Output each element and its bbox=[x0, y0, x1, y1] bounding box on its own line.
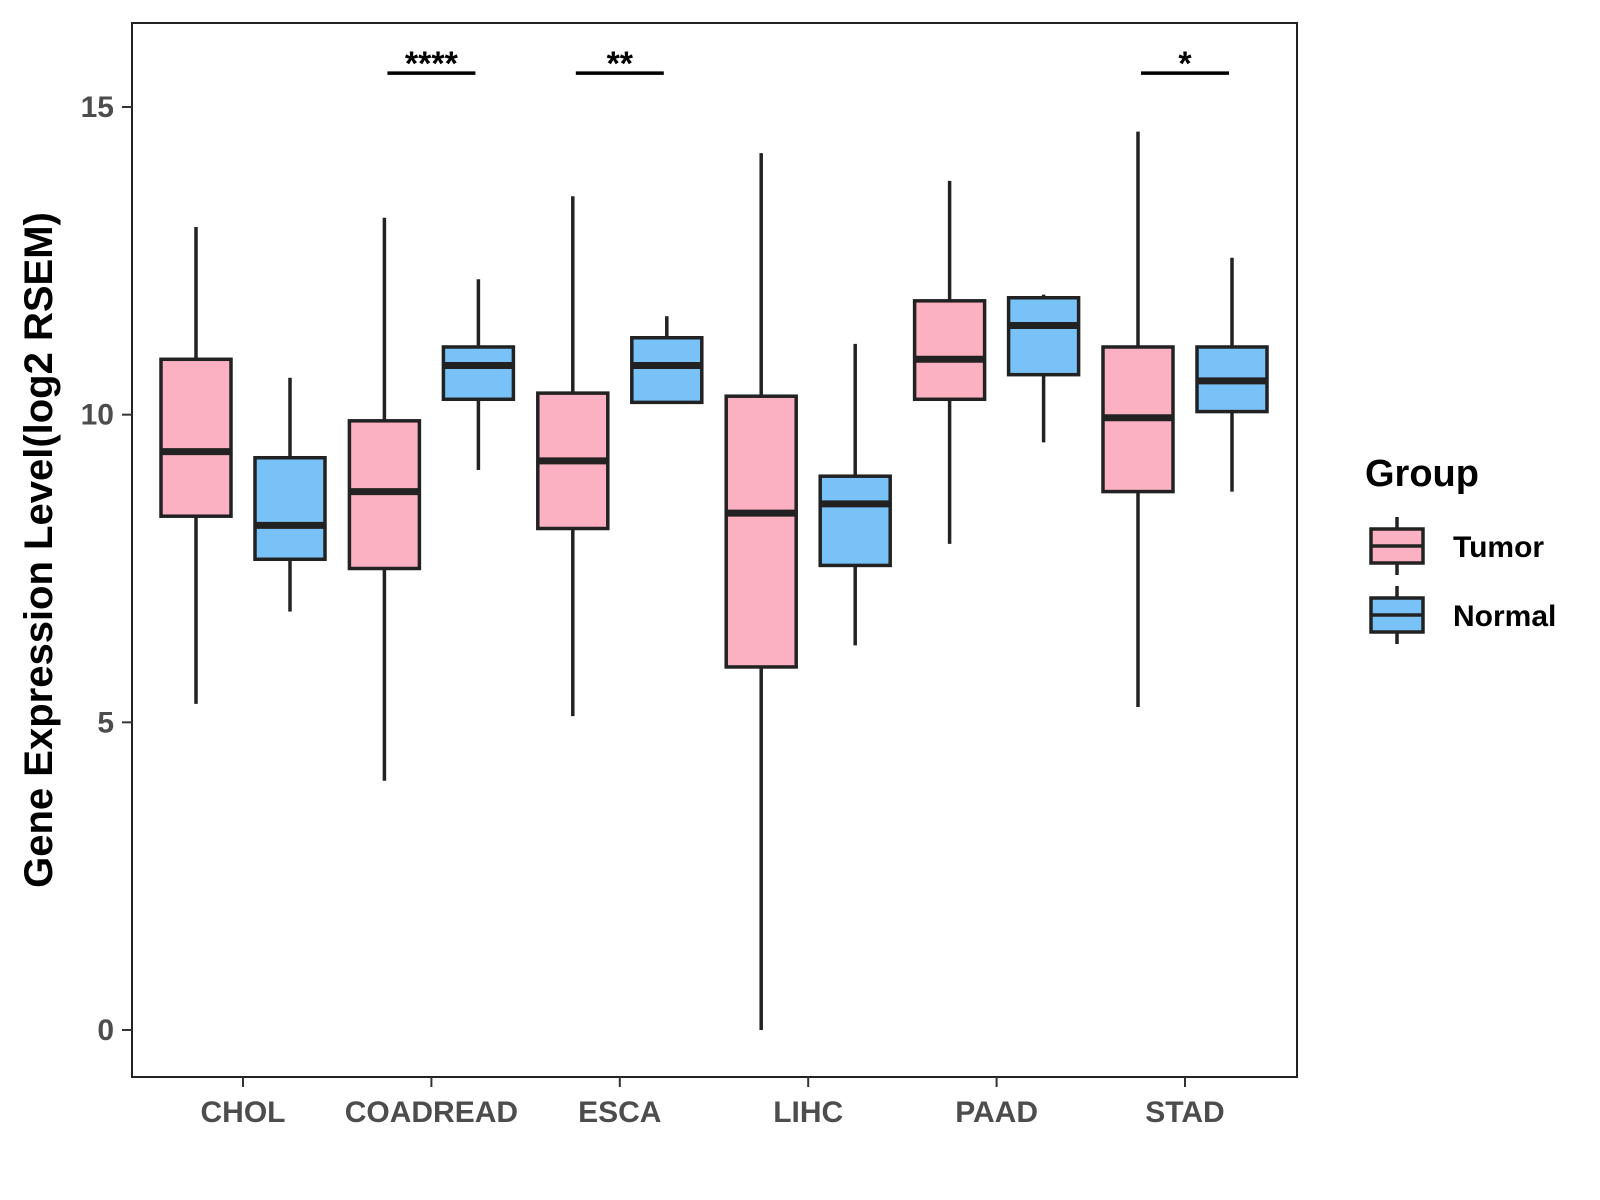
x-tick-label: LIHC bbox=[773, 1096, 843, 1129]
box-tumor-coadread bbox=[347, 217, 422, 781]
box-iqr bbox=[912, 299, 987, 402]
x-tick-label: ESCA bbox=[578, 1096, 661, 1129]
x-tick-label: PAAD bbox=[955, 1096, 1038, 1129]
legend-title: Group bbox=[1365, 453, 1479, 495]
significance-label: **** bbox=[405, 45, 459, 83]
box-iqr bbox=[253, 455, 327, 562]
box-iqr bbox=[818, 474, 892, 568]
box-tumor-esca bbox=[536, 196, 610, 717]
significance-label: ** bbox=[607, 45, 634, 83]
x-tick-label: COADREAD bbox=[345, 1096, 518, 1129]
box-iqr bbox=[630, 336, 704, 405]
x-tick-label: CHOL bbox=[201, 1096, 286, 1129]
x-axis: CHOL COADREAD ESCA LIHC PAAD STAD bbox=[201, 1077, 1225, 1129]
legend: Group Tumor Normal bbox=[1365, 453, 1556, 644]
box-series bbox=[159, 131, 1269, 1030]
box-tumor-chol bbox=[159, 226, 233, 704]
y-tick-label: 15 bbox=[81, 91, 114, 124]
y-axis: 0 5 10 15 bbox=[81, 91, 132, 1047]
y-tick-label: 10 bbox=[81, 399, 114, 432]
box-tumor-lihc bbox=[724, 153, 798, 1030]
box-normal-chol bbox=[253, 377, 327, 612]
box-iqr bbox=[1006, 296, 1081, 377]
significance-annotations: **** ** * bbox=[387, 45, 1229, 83]
box-iqr bbox=[441, 345, 516, 402]
legend-item-tumor: Tumor bbox=[1369, 517, 1544, 575]
y-axis-title: Gene Expression Level(log2 RSEM) bbox=[17, 212, 61, 888]
box-normal-coadread bbox=[441, 279, 516, 471]
box-tumor-paad bbox=[912, 180, 987, 544]
legend-label: Normal bbox=[1453, 600, 1556, 633]
box-iqr bbox=[724, 394, 798, 669]
legend-item-normal: Normal bbox=[1369, 586, 1556, 644]
box-tumor-stad bbox=[1101, 131, 1175, 707]
significance-label: * bbox=[1178, 45, 1192, 83]
box-normal-lihc bbox=[818, 343, 892, 646]
x-tick-label: STAD bbox=[1145, 1096, 1224, 1129]
box-normal-esca bbox=[630, 316, 704, 405]
box-normal-paad bbox=[1006, 294, 1081, 443]
y-tick-label: 5 bbox=[97, 706, 114, 739]
legend-label: Tumor bbox=[1453, 531, 1544, 564]
box-iqr bbox=[159, 357, 233, 518]
box-normal-stad bbox=[1195, 257, 1269, 492]
y-tick-label: 0 bbox=[97, 1014, 114, 1047]
